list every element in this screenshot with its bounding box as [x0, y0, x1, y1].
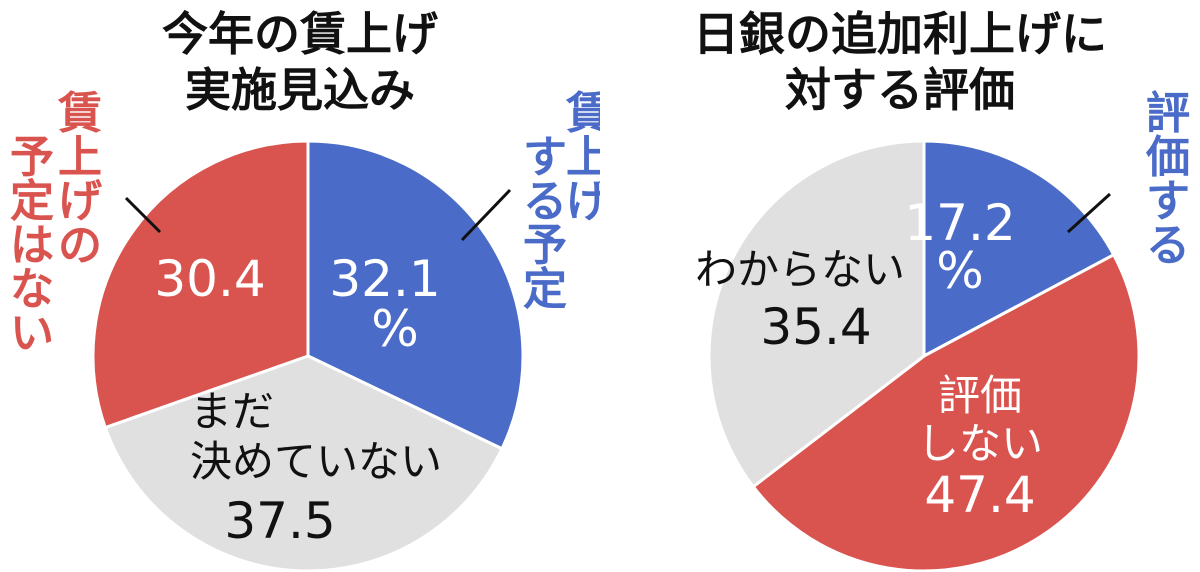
slice-label: わからない	[695, 245, 905, 294]
data-label: %	[371, 300, 419, 358]
wage-increase-chart: 今年の賃上げ 実施見込み 32.1% 30.4 まだ 決めていない 37.5 賃上げする予…	[0, 6, 600, 572]
data-label: %	[936, 242, 984, 300]
slice-label-char: 賃	[57, 88, 102, 139]
slice-label-char: 予	[523, 220, 567, 271]
chart-title-line: 実施見込み	[185, 63, 415, 117]
pie-slice	[751, 252, 1141, 572]
pie-slice	[103, 354, 504, 572]
pie-slice	[91, 139, 310, 430]
leader-line	[124, 196, 162, 234]
slice-label: しない	[917, 419, 1043, 468]
boj-rate-hike-chart: 日銀の追加利上げに 対する評価 17.2% わからない 35.4 評価 しない 47.4 評…	[600, 0, 1200, 572]
slice-label-char: 定	[523, 264, 567, 315]
data-label: 32.1	[329, 250, 440, 308]
data-label: 37.5	[224, 492, 335, 550]
pie-slice	[707, 139, 926, 489]
slice-label: 評価	[938, 371, 1022, 420]
chart-title-line: 日銀の追加利上げに	[693, 7, 1107, 61]
slice-label-char: げ	[58, 176, 102, 227]
slice-label-char: 予	[10, 132, 54, 183]
data-label: 47.4	[924, 466, 1035, 524]
slice-label-char: 賃	[565, 88, 600, 139]
slice-label-char: る	[523, 176, 567, 227]
slice-label-char: は	[10, 220, 54, 271]
chart-title: 今年の賃上げ 実施見込み	[0, 6, 600, 118]
pie-slice	[306, 139, 525, 451]
slice-label-char: の	[58, 220, 102, 271]
slice-label-char: な	[10, 264, 54, 315]
chart-title-line: 今年の賃上げ	[162, 7, 438, 61]
slice-label: 決めていない	[190, 437, 442, 486]
slice-label-char: る	[1146, 220, 1190, 271]
chart-title-line: 対する評価	[785, 63, 1015, 117]
slice-label-char: す	[523, 132, 567, 183]
data-label: 30.4	[154, 250, 265, 308]
slice-label-char: げ	[566, 176, 600, 227]
slice-label-char: す	[1146, 176, 1190, 227]
slice-label-char: 定	[10, 176, 54, 227]
slice-label-char: 価	[1145, 132, 1190, 183]
data-label: 35.4	[760, 298, 871, 356]
leader-line	[1066, 192, 1112, 234]
data-label: 17.2	[904, 194, 1015, 252]
pie-slice	[922, 139, 1116, 359]
slice-label: まだ	[190, 387, 274, 436]
slice-label-char: 上	[58, 132, 102, 183]
leader-line	[460, 188, 512, 242]
slice-label-char: い	[10, 308, 54, 359]
slice-label-char: 評	[1146, 88, 1190, 139]
slice-label-char: 上	[566, 132, 600, 183]
chart-title: 日銀の追加利上げに 対する評価	[600, 6, 1200, 118]
